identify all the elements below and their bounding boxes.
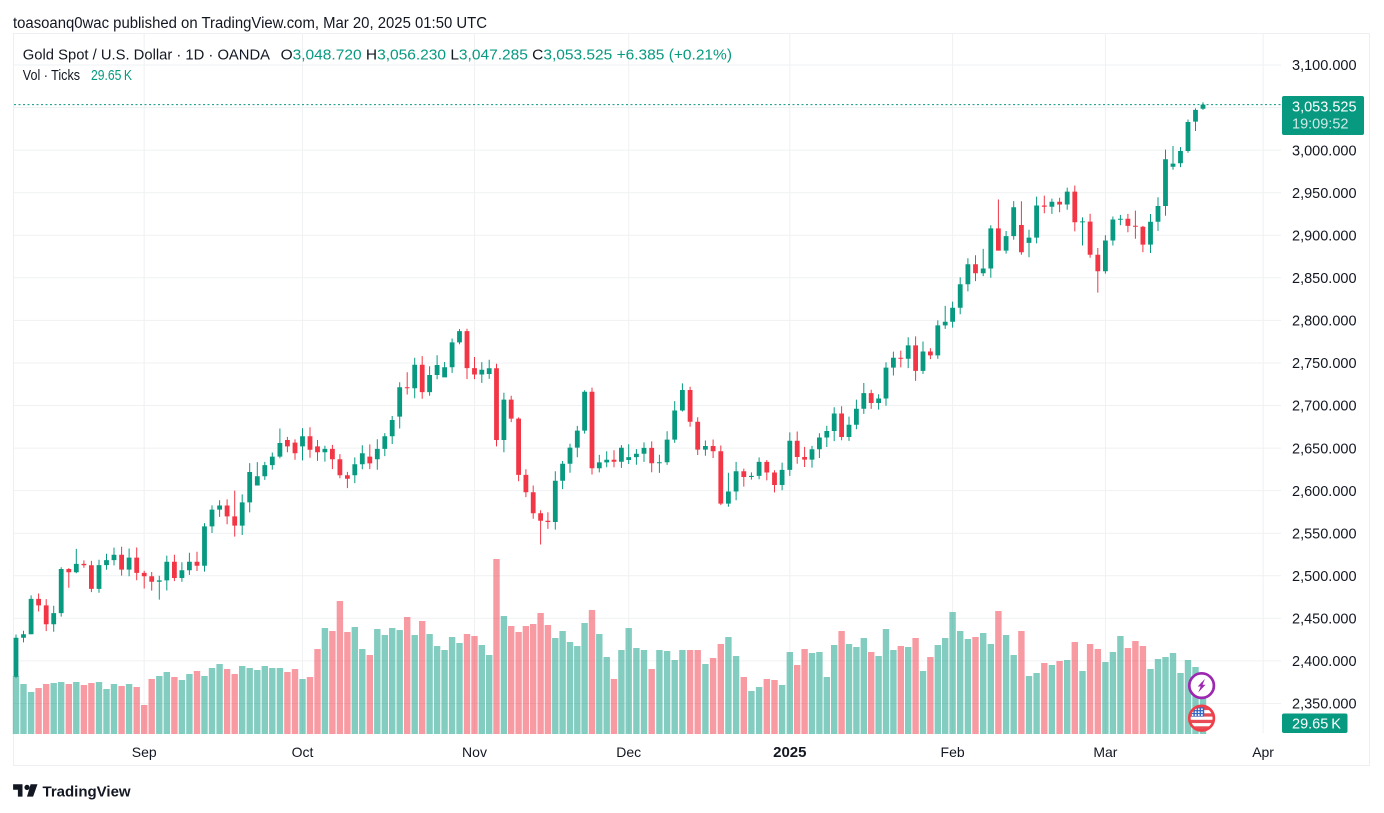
svg-text:2,750.000: 2,750.000	[1292, 356, 1357, 372]
svg-text:2025: 2025	[773, 744, 806, 761]
svg-text:2,550.000: 2,550.000	[1292, 526, 1357, 542]
svg-text:Oct: Oct	[292, 744, 314, 760]
svg-text:Vol · Ticks: Vol · Ticks	[23, 67, 80, 84]
svg-text:2,850.000: 2,850.000	[1292, 271, 1357, 287]
svg-text:29.65 K: 29.65 K	[1292, 717, 1341, 733]
svg-text:2,450.000: 2,450.000	[1292, 612, 1357, 628]
svg-text:toasoanq0wac published on Trad: toasoanq0wac published on TradingView.co…	[13, 15, 487, 32]
svg-text:2,800.000: 2,800.000	[1292, 314, 1357, 330]
svg-text:Mar: Mar	[1093, 744, 1117, 760]
svg-text:2,650.000: 2,650.000	[1292, 441, 1357, 457]
svg-text:2,950.000: 2,950.000	[1292, 186, 1357, 202]
svg-text:2,500.000: 2,500.000	[1292, 569, 1357, 585]
svg-text:29.65 K: 29.65 K	[91, 67, 132, 84]
svg-text:3,053.525: 3,053.525	[1292, 100, 1357, 116]
svg-text:Nov: Nov	[462, 744, 487, 760]
svg-text:Apr: Apr	[1252, 744, 1274, 760]
svg-text:19:09:52: 19:09:52	[1292, 117, 1348, 133]
svg-text:Dec: Dec	[616, 744, 641, 760]
svg-text:2,900.000: 2,900.000	[1292, 229, 1357, 245]
svg-text:3,000.000: 3,000.000	[1292, 143, 1357, 159]
svg-text:Gold Spot / U.S. Dollar · 1D ·: Gold Spot / U.S. Dollar · 1D · OANDA	[23, 47, 270, 64]
svg-text:TradingView: TradingView	[43, 784, 131, 801]
svg-text:2,400.000: 2,400.000	[1292, 654, 1357, 670]
svg-text:2,350.000: 2,350.000	[1292, 697, 1357, 713]
svg-text:Sep: Sep	[132, 744, 157, 760]
svg-text:Feb: Feb	[941, 744, 965, 760]
svg-text:3,100.000: 3,100.000	[1292, 58, 1357, 74]
svg-text:2,600.000: 2,600.000	[1292, 484, 1357, 500]
svg-text:O3,048.720 H3,056.230 L3,047.2: O3,048.720 H3,056.230 L3,047.285 C3,053.…	[281, 47, 732, 64]
svg-text:2,700.000: 2,700.000	[1292, 399, 1357, 415]
